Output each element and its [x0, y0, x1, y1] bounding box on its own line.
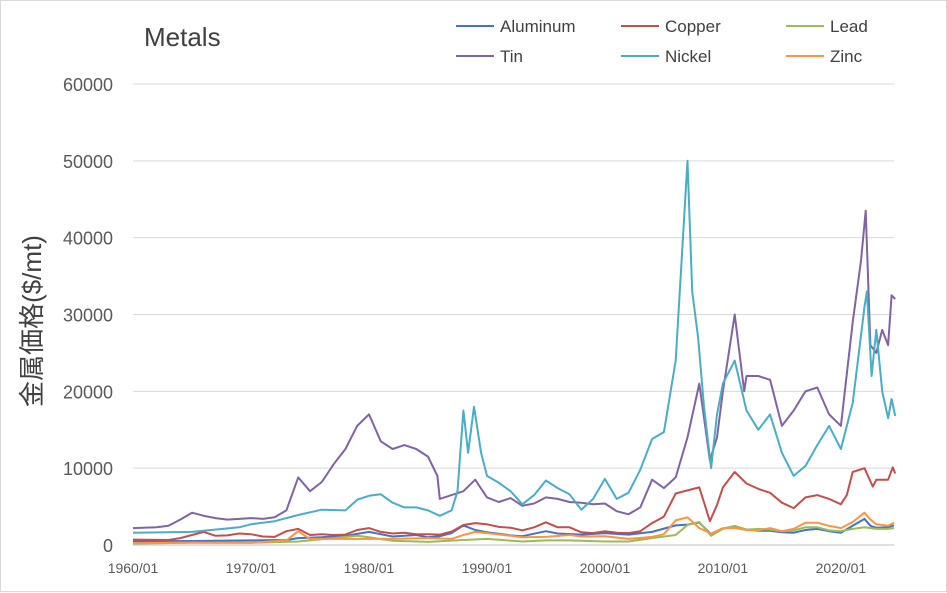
legend: Aluminum Copper Lead Tin Nickel Zinc: [456, 17, 868, 66]
y-tick-label: 30000: [63, 306, 113, 326]
y-tick-label: 0: [103, 536, 113, 556]
series-line-nickel: [132, 159, 897, 534]
series-line-copper: [132, 466, 897, 541]
series-lines: [132, 159, 897, 545]
legend-label-tin: Tin: [500, 47, 523, 66]
series-line-tin: [132, 209, 896, 530]
y-tick-label: 20000: [63, 382, 113, 402]
x-tick-label: 1960/01: [108, 560, 159, 576]
x-tick-label: 2020/01: [816, 560, 867, 576]
x-tick-labels: 1960/01 1970/01 1980/01 1990/01 2000/01 2010/…: [108, 560, 867, 576]
y-tick-labels: 0 10000 20000 30000 40000 50000 60000: [63, 75, 113, 556]
series-line-aluminum: [132, 517, 895, 543]
series-line-zinc: [132, 511, 895, 545]
legend-label-lead: Lead: [830, 17, 868, 36]
y-tick-label: 10000: [63, 459, 113, 479]
y-axis-label: 金属価格($/mt): [17, 235, 47, 407]
y-tick-label: 60000: [63, 75, 113, 95]
y-tick-label: 50000: [63, 152, 113, 172]
legend-label-nickel: Nickel: [665, 47, 711, 66]
legend-label-zinc: Zinc: [830, 47, 863, 66]
chart-title: Metals: [144, 22, 221, 52]
x-tick-label: 1990/01: [462, 560, 513, 576]
x-tick-label: 1970/01: [226, 560, 277, 576]
legend-label-copper: Copper: [665, 17, 721, 36]
x-tick-label: 2000/01: [580, 560, 631, 576]
y-tick-label: 40000: [63, 229, 113, 249]
x-tick-label: 1980/01: [344, 560, 395, 576]
gridlines: [133, 83, 894, 546]
legend-label-aluminum: Aluminum: [500, 17, 576, 36]
x-tick-label: 2010/01: [698, 560, 749, 576]
